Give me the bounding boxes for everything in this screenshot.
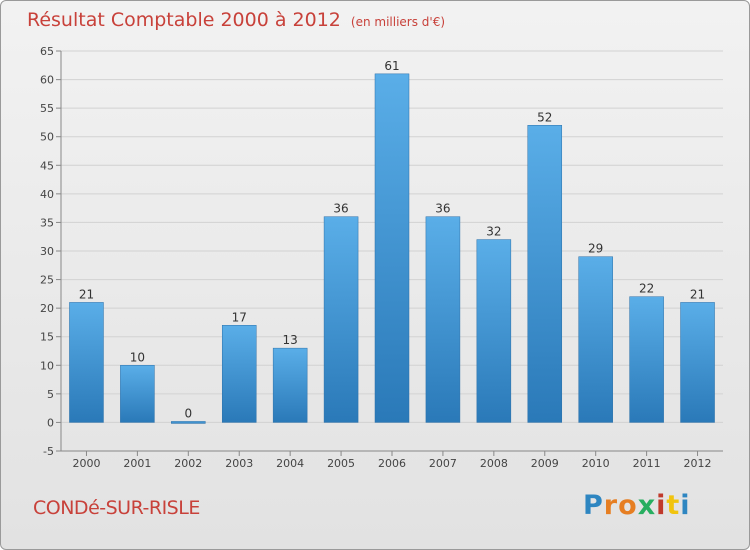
y-tick-label: 20 [40, 302, 54, 315]
bars [69, 73, 715, 424]
value-label-2004: 13 [283, 333, 298, 347]
x-tick-label-2005: 2005 [327, 457, 355, 470]
value-label-2007: 36 [435, 202, 450, 216]
y-tick-label: 60 [40, 74, 54, 87]
bar-2001 [120, 365, 155, 423]
bar-2012 [680, 302, 715, 423]
y-tick-label: 45 [40, 159, 54, 172]
value-label-2001: 10 [130, 350, 145, 364]
y-tick-label: 55 [40, 102, 54, 115]
bar-2005 [323, 216, 359, 423]
chart-title: Résultat Comptable 2000 à 2012 (en millie… [27, 9, 445, 31]
bar-2004 [272, 347, 308, 423]
value-label-2008: 32 [486, 225, 501, 239]
value-label-2006: 61 [384, 59, 399, 73]
bar-2010 [578, 256, 613, 423]
proxiti-logo[interactable]: Proxiti [583, 490, 691, 521]
y-tick-label: 35 [40, 216, 54, 229]
bar-2003 [221, 325, 257, 423]
bar-2008 [476, 239, 512, 423]
y-tick-label: 50 [40, 131, 54, 144]
bar-2011 [629, 296, 664, 423]
x-tick-label-2001: 2001 [123, 457, 151, 470]
bar-2002 [171, 421, 206, 424]
x-tick-label-2011: 2011 [633, 457, 661, 470]
bar-2000 [69, 302, 104, 423]
x-tick-label-2009: 2009 [531, 457, 559, 470]
bar-2006 [374, 73, 410, 423]
x-tick-label-2010: 2010 [582, 457, 610, 470]
y-tick-label: 15 [40, 331, 54, 344]
value-label-2005: 36 [333, 202, 348, 216]
y-tick-label: 5 [47, 388, 54, 401]
value-label-2002: 0 [184, 406, 192, 420]
y-tick-label: 0 [47, 416, 54, 429]
value-label-2003: 17 [232, 310, 247, 324]
value-label-2012: 21 [690, 287, 705, 301]
chart-subtitle: (en milliers d'€) [350, 15, 446, 29]
y-tick-label: 40 [40, 188, 54, 201]
x-tick-label-2007: 2007 [429, 457, 457, 470]
y-tick-label: 30 [40, 245, 54, 258]
y-tick-label: 25 [40, 274, 54, 287]
x-tick-label-2012: 2012 [684, 457, 712, 470]
value-label-2000: 21 [79, 287, 94, 301]
value-label-2009: 52 [537, 110, 552, 124]
bar-2007 [425, 216, 461, 423]
x-tick-label-2003: 2003 [225, 457, 253, 470]
value-label-2011: 22 [639, 282, 654, 296]
x-tick-label-2006: 2006 [378, 457, 406, 470]
x-tick-label-2000: 2000 [72, 457, 100, 470]
y-tick-label: -5 [43, 445, 54, 458]
chart-title-text: Résultat Comptable 2000 à 2012 [27, 9, 341, 31]
value-label-2010: 29 [588, 242, 603, 256]
x-tick-label-2002: 2002 [174, 457, 202, 470]
labels: 21 10 0 17 13 36 61 36 32 52 29 22 21 [79, 59, 705, 421]
y-tick-label: 10 [40, 359, 54, 372]
commune-name: CONDé-SUR-RISLE [33, 497, 200, 519]
x-tick-label-2008: 2008 [480, 457, 508, 470]
x-tick-label-2004: 2004 [276, 457, 304, 470]
y-tick-label: 65 [40, 45, 54, 58]
bar-2009 [527, 125, 563, 423]
axes: -5 0 5 10 15 20 25 30 35 40 45 50 55 60 65 2000 2001 2002… [40, 45, 723, 470]
